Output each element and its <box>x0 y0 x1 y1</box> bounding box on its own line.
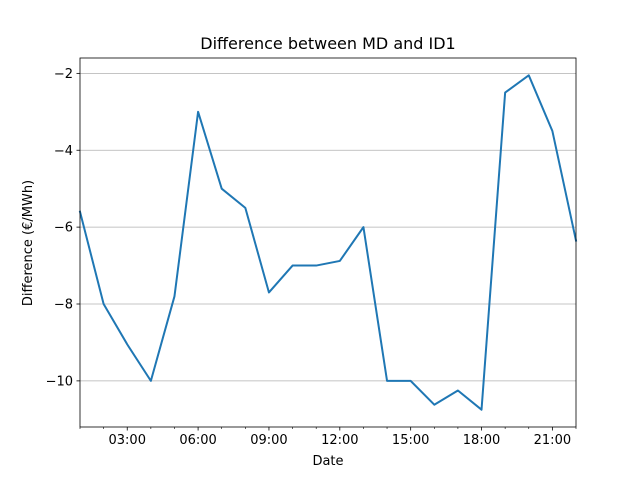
x-tick-label: 03:00 <box>109 433 146 448</box>
y-tick-label: −2 <box>54 67 73 82</box>
x-tick-label: 06:00 <box>179 433 216 448</box>
y-tick-label: −8 <box>54 298 73 313</box>
axes <box>79 57 577 428</box>
y-tick-label: −6 <box>54 221 73 236</box>
series-line <box>78 74 578 411</box>
x-tick-label: 12:00 <box>321 433 358 448</box>
x-tick-label: 18:00 <box>463 433 500 448</box>
series-layer <box>78 74 578 411</box>
y-axis-label: Difference (€/MWh) <box>21 180 36 306</box>
x-tick-label: 15:00 <box>392 433 429 448</box>
x-tick-label: 21:00 <box>534 433 571 448</box>
x-axis-label: Date <box>312 454 343 469</box>
y-tick-label: −4 <box>54 144 73 159</box>
y-tick-label: −10 <box>46 374 73 389</box>
ticks: −2 −4 −6 −8 −10 03:00 06:00 09:00 12:00 15:00 18:0… <box>46 67 577 448</box>
plot-frame <box>79 57 577 428</box>
chart-title: Difference between MD and ID1 <box>200 34 455 53</box>
gridlines <box>80 72 576 382</box>
x-tick-label: 09:00 <box>250 433 287 448</box>
